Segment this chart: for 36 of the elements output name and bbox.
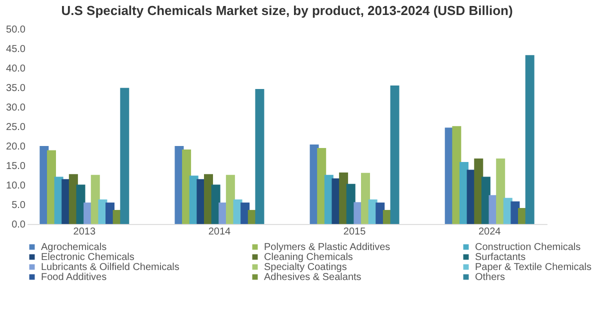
y-tick-label: 40.0 xyxy=(6,64,26,74)
legend-label: Specialty Coatings xyxy=(264,262,347,273)
y-tick-label: 5.0 xyxy=(12,200,26,211)
x-tick-label: 2015 xyxy=(343,226,366,238)
legend-label: Electronic Chemicals xyxy=(41,252,134,263)
bar xyxy=(390,86,400,224)
bar xyxy=(255,89,264,224)
x-tick-label: 2024 xyxy=(478,226,502,238)
legend-label: Surfactants xyxy=(475,252,526,263)
legend-label: Lubricants & Oilfield Chemicals xyxy=(41,262,180,273)
y-tick-label: 10.0 xyxy=(6,180,26,192)
x-tick-label: 2013 xyxy=(73,226,96,238)
bar xyxy=(76,184,86,224)
legend-label: Food Additives xyxy=(41,272,107,283)
bar xyxy=(525,55,534,224)
x-tick-label: 2014 xyxy=(208,226,232,238)
y-tick-label: 50.0 xyxy=(6,24,26,36)
y-tick-label: 15.0 xyxy=(6,161,26,172)
chart-title: U.S Specialty Chemicals Market size, by product, 2013-2024 (USD Billion) xyxy=(61,3,513,18)
legend-label: Others xyxy=(475,272,506,283)
legend-label: Adhesives & Sealants xyxy=(264,272,362,283)
bar xyxy=(120,88,130,224)
legend-label: Agrochemicals xyxy=(41,242,107,253)
legend-label: Construction Chemicals xyxy=(475,242,581,253)
y-tick-label: 20.0 xyxy=(6,142,26,152)
legend-label: Cleaning Chemicals xyxy=(264,252,353,263)
y-tick-label: 25.0 xyxy=(6,122,26,133)
y-tick-label: 35.0 xyxy=(6,83,26,94)
bar xyxy=(361,172,370,224)
legend-label: Polymers & Plastic Additives xyxy=(264,242,390,253)
y-tick-label: 0.0 xyxy=(12,220,26,230)
legend-label: Paper & Textile Chemicals xyxy=(475,262,592,273)
bar xyxy=(226,174,235,224)
bar xyxy=(496,158,506,224)
y-tick-label: 45.0 xyxy=(6,44,26,55)
y-tick-label: 30.0 xyxy=(6,102,26,114)
